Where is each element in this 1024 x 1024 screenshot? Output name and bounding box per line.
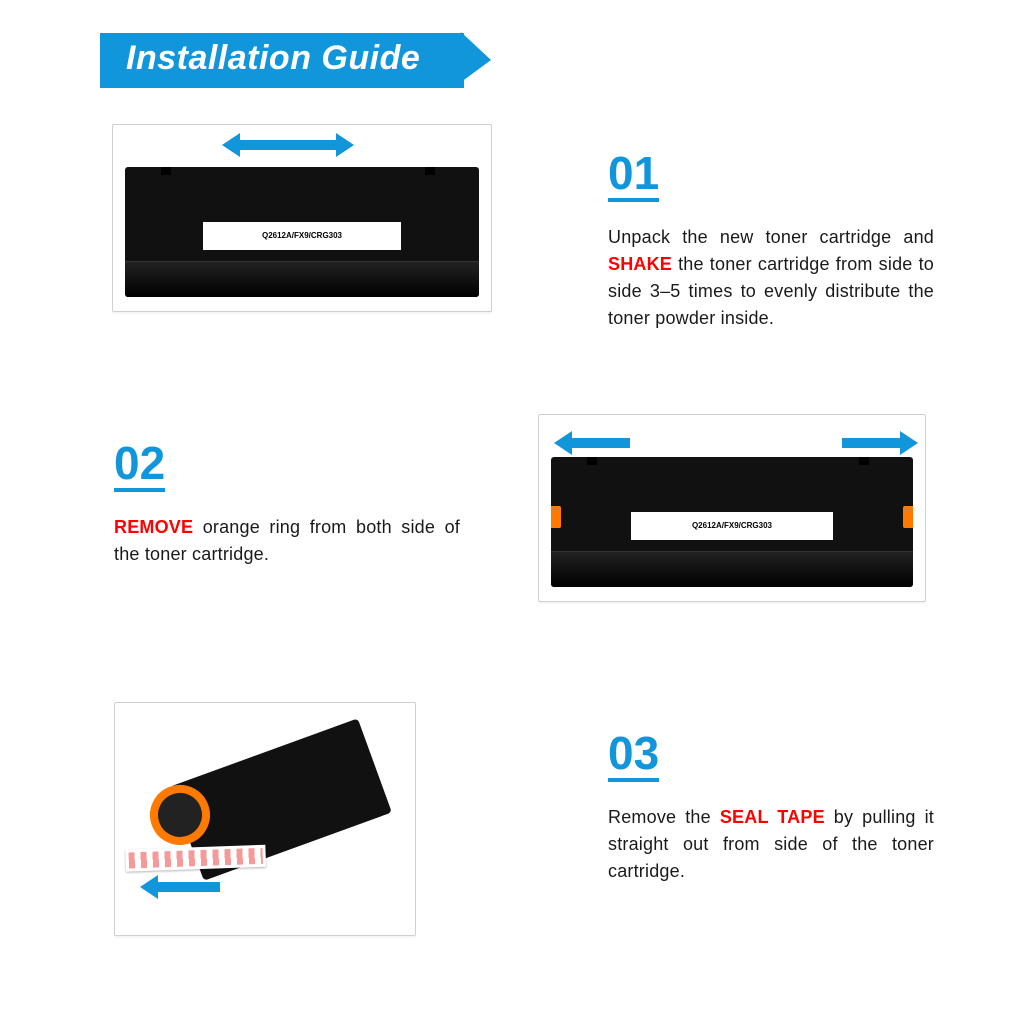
- seal-tape-icon: [125, 845, 266, 872]
- step1-text-block: 01 Unpack the new toner cartridge and SH…: [608, 150, 934, 332]
- shake-arrow-icon: [238, 140, 338, 150]
- cartridge-model-label: Q2612A/FX9/CRG303: [631, 512, 834, 541]
- step-highlight: SHAKE: [608, 254, 672, 274]
- step-number: 02: [114, 440, 165, 492]
- step3-image-card: [114, 702, 416, 936]
- toner-cartridge-rotated-illustration: [122, 687, 408, 913]
- step-number: 03: [608, 730, 659, 782]
- step-body: Remove the SEAL TAPE by pulling it strai…: [608, 804, 934, 885]
- step3-text-block: 03 Remove the SEAL TAPE by pulling it st…: [608, 730, 934, 885]
- step-body: REMOVE orange ring from both side of the…: [114, 514, 460, 568]
- title-banner: Installation Guide: [100, 32, 497, 88]
- step-highlight: SEAL TAPE: [720, 807, 825, 827]
- step2-text-block: 02 REMOVE orange ring from both side of …: [114, 440, 460, 568]
- remove-right-arrow-icon: [842, 438, 902, 448]
- step-pre: Remove the: [608, 807, 720, 827]
- banner-tail-shape: [453, 32, 495, 88]
- cartridge-model-label: Q2612A/FX9/CRG303: [203, 222, 401, 251]
- step-body: Unpack the new toner cartridge and SHAKE…: [608, 224, 934, 332]
- orange-ring-left-icon: [551, 506, 561, 528]
- toner-cartridge-illustration: Q2612A/FX9/CRG303: [125, 167, 479, 297]
- step-number: 01: [608, 150, 659, 202]
- step-pre: Unpack the new toner cartridge and: [608, 227, 934, 247]
- toner-cartridge-illustration: Q2612A/FX9/CRG303: [551, 457, 913, 587]
- step1-image-card: Q2612A/FX9/CRG303: [112, 124, 492, 312]
- step-highlight: REMOVE: [114, 517, 193, 537]
- pull-tape-arrow-icon: [156, 882, 220, 892]
- title-text: Installation Guide: [100, 33, 464, 88]
- orange-ring-right-icon: [903, 506, 913, 528]
- remove-left-arrow-icon: [570, 438, 630, 448]
